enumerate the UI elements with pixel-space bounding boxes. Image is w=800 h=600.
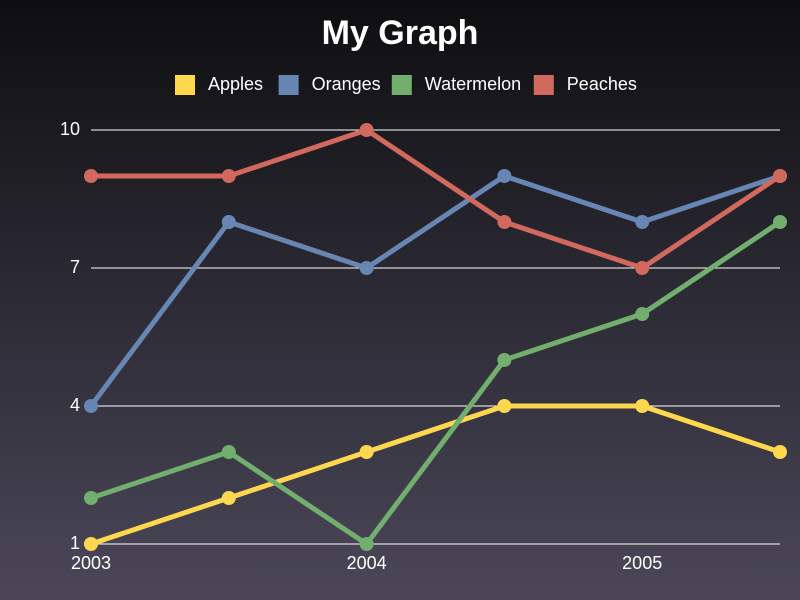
data-point bbox=[221, 169, 236, 183]
y-tick-label: 7 bbox=[70, 257, 80, 277]
data-point bbox=[635, 215, 650, 229]
data-point bbox=[359, 537, 374, 551]
data-point bbox=[221, 445, 236, 459]
legend-label: Apples bbox=[208, 74, 263, 94]
legend-label: Watermelon bbox=[425, 74, 521, 94]
data-point bbox=[773, 445, 787, 459]
series-line bbox=[90, 403, 781, 547]
series-line bbox=[90, 219, 782, 547]
legend-label: Oranges bbox=[312, 74, 381, 94]
chart-title: My Graph bbox=[322, 14, 479, 52]
data-point bbox=[497, 353, 512, 367]
data-point bbox=[635, 307, 650, 321]
x-tick-label: 2003 bbox=[71, 553, 111, 573]
data-point bbox=[359, 445, 374, 459]
data-point bbox=[773, 215, 787, 229]
legend-label: Peaches bbox=[567, 74, 637, 94]
data-point bbox=[84, 399, 98, 413]
data-point bbox=[497, 169, 512, 183]
data-point bbox=[359, 261, 374, 275]
y-tick-label: 10 bbox=[60, 119, 80, 139]
data-point bbox=[84, 537, 98, 551]
data-point bbox=[635, 261, 650, 275]
legend-swatch bbox=[278, 75, 299, 95]
data-point bbox=[635, 399, 650, 413]
data-point bbox=[773, 169, 787, 183]
data-point bbox=[84, 491, 98, 505]
data-point bbox=[497, 399, 512, 413]
data-point bbox=[221, 215, 236, 229]
legend-swatch bbox=[391, 75, 412, 95]
legend-swatch bbox=[175, 75, 195, 95]
y-tick-label: 1 bbox=[70, 533, 80, 553]
data-point bbox=[359, 123, 374, 137]
series-line bbox=[88, 173, 781, 408]
series-line bbox=[91, 127, 782, 271]
data-point bbox=[84, 169, 98, 183]
data-point bbox=[497, 215, 512, 229]
x-tick-label: 2004 bbox=[347, 553, 387, 573]
x-tick-label: 2005 bbox=[622, 553, 662, 573]
data-point bbox=[221, 491, 236, 505]
legend-swatch bbox=[533, 75, 554, 95]
y-tick-label: 4 bbox=[70, 395, 80, 415]
